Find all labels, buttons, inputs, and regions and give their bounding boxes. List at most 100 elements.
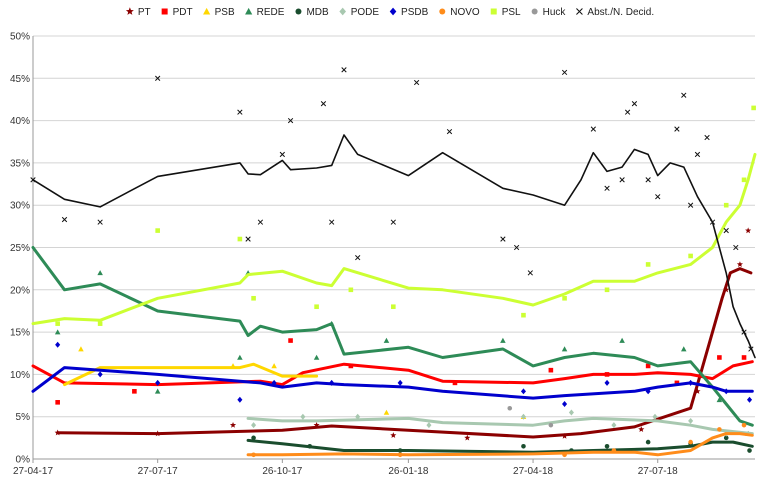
legend-label-psb: PSB [215,7,235,18]
point-psl [55,321,60,326]
legend-marker-pode [339,7,346,16]
legend-item-pt: PT [125,7,151,18]
x-tick-label: 26-01-18 [388,466,428,477]
point-pode [611,422,617,429]
x-tick-label: 27-07-18 [638,466,678,477]
point-abst-n-decid [446,128,453,135]
y-tick-label: 25% [10,243,30,254]
point-psl [741,177,747,183]
point-novo [741,422,747,428]
legend-marker-mdb [295,8,302,15]
point-abst-n-decid [674,126,680,132]
point-abst-n-decid [681,92,687,98]
point-abst-n-decid [355,254,361,261]
y-tick-label: 20% [10,285,30,296]
series-rede [31,246,754,436]
series-psdb [31,341,754,407]
point-psl [723,202,729,208]
y-tick-label: 40% [10,116,30,127]
point-pode [355,413,361,420]
series-psl [31,105,757,326]
legend-item-pode: PODE [339,7,379,18]
point-psl [391,304,396,310]
legend-item-abst-n-decid: Abst./N. Decid. [576,7,654,18]
point-rede [97,270,103,276]
point-pode [251,422,257,429]
point-mdb [747,448,752,453]
legend-label-pode: PODE [351,7,380,18]
point-abst-n-decid [329,219,335,225]
point-mdb [723,435,729,441]
legend-marker-psb [203,7,211,15]
point-pode [568,409,574,416]
axis-layer: 0% 5% 10% 15% 20% 25% 30% 35% 40% 45% 50% 27-04-17 2… [10,32,678,478]
legend-label-huck: Huck [543,7,567,18]
point-rede [619,337,625,343]
legend-marker-huck [531,8,538,15]
legend: PT PDT PSB REDE MDB PODE PSDB NOVO PSL Huck Abst./… [125,7,654,18]
point-abst-n-decid [561,69,568,76]
point-psdb [520,388,526,395]
point-pdt [288,338,293,343]
x-tick-label: 27-07-17 [138,466,178,477]
legend-marker-pdt [161,8,168,15]
point-mdb [251,435,256,441]
point-pode [300,413,306,420]
point-psdb [271,379,277,386]
point-pt [638,426,645,432]
point-rede [680,346,687,352]
point-psl [688,253,693,259]
point-psdb [155,379,161,386]
series-layer [30,67,757,458]
series-abst-n-decid [30,67,756,359]
point-psl [314,304,319,310]
point-rede [237,354,243,360]
point-pt [464,434,471,441]
point-rede [313,354,320,360]
point-novo [688,439,693,445]
point-mdb [521,444,526,449]
point-psl [97,321,103,326]
line-mdb [246,438,754,454]
line-novo [246,432,754,457]
legend-label-mdb: MDB [306,7,329,18]
point-abst-n-decid [500,236,506,242]
legend-item-psl: PSL [490,7,521,18]
point-psdb [237,396,243,403]
point-psl [562,295,567,301]
point-pdt [741,355,747,360]
line-abst-n-decid [32,134,756,359]
point-abst-n-decid [723,227,729,234]
point-psdb [604,379,610,386]
point-psdb [97,371,103,378]
series-pt [54,227,753,441]
point-psl [348,287,354,293]
point-pt [745,227,752,234]
point-pdt [548,367,554,373]
legend-item-huck: Huck [531,7,567,18]
point-pt [736,261,743,268]
point-psl [521,312,526,318]
series-novo [246,422,754,458]
point-pdt [674,380,680,386]
y-tick-label: 10% [10,370,30,381]
legend-label-novo: NOVO [450,7,480,18]
point-huck [507,405,513,411]
point-pt [694,388,701,394]
legend-marker-novo [439,8,446,15]
x-tick-label: 27-04-18 [513,466,553,477]
point-pdt [132,389,137,394]
point-pode [652,413,658,420]
series-pode [246,409,754,437]
legend-item-rede: REDE [245,7,285,18]
point-novo [717,427,722,432]
point-abst-n-decid [619,177,625,183]
legend-item-novo: NOVO [439,7,480,18]
point-psl [155,228,160,233]
point-abst-n-decid [733,244,739,251]
point-rede [561,346,568,352]
legend-item-psdb: PSDB [389,7,429,18]
line-rede [31,246,754,427]
